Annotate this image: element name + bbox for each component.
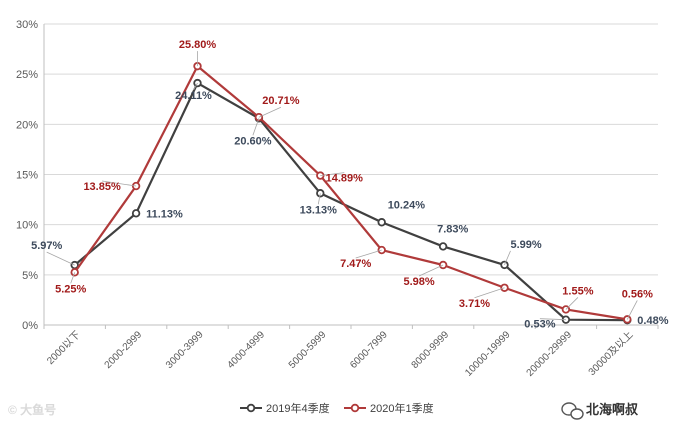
label-leader-line (565, 297, 579, 310)
legend-label: 2020年1季度 (370, 401, 434, 415)
data-label: 1.55% (562, 285, 593, 297)
x-tick-label: 20000-29999 (525, 329, 575, 379)
label-leader-line (102, 180, 137, 187)
data-labels: 5.97% 11.13% 24.11% 20.60% 13.13% 10.24% 7.83%… (31, 39, 669, 331)
x-axis: 2000以下 2000-2999 3000-3999 4000-4999 5000-59… (43, 325, 659, 379)
data-label: 24.11% (175, 90, 212, 102)
legend-marker (246, 403, 256, 413)
label-leader-line (193, 82, 198, 91)
label-leader-line (258, 106, 282, 118)
x-tick-label: 2000以下 (45, 329, 83, 367)
x-tick-label: 3000-3999 (164, 329, 206, 371)
label-leader-line (539, 318, 566, 321)
y-tick-label: 25% (16, 69, 38, 81)
data-label: 0.53% (524, 319, 555, 331)
data-point (438, 242, 448, 251)
data-label: 5.98% (403, 276, 434, 288)
x-tick-label: 6000-7999 (348, 329, 390, 371)
watermark-left-text: © 大鱼号 (8, 402, 56, 417)
data-label: 20.71% (262, 95, 300, 107)
watermark-right-text: 北海啊叔 (586, 402, 639, 417)
y-tick-label: 5% (22, 270, 38, 282)
y-tick-label: 10% (16, 220, 38, 232)
data-label: 11.13% (146, 208, 183, 220)
data-point (131, 209, 141, 218)
grid (44, 23, 658, 326)
data-point (193, 78, 202, 88)
x-tick-label: 10000-19999 (463, 329, 513, 379)
data-label: 0.56% (622, 288, 653, 300)
wechat-icon (561, 402, 584, 420)
label-leader-line (626, 300, 638, 320)
watermark-right: 北海啊叔 (561, 402, 639, 420)
label-leader-line (46, 251, 75, 266)
data-label: 10.24% (388, 199, 426, 211)
x-tick-label: 2000-2999 (103, 329, 145, 371)
data-label: 0.48% (637, 315, 668, 327)
data-label: 3.71% (459, 298, 490, 310)
x-tick-label: 30000及以上 (586, 329, 635, 378)
label-leader-line (320, 172, 345, 177)
y-tick-label: 0% (22, 320, 38, 332)
x-tick-label: 8000-9999 (410, 329, 452, 371)
data-label: 20.60% (234, 135, 272, 147)
label-leader-line (70, 272, 76, 284)
data-label: 7.47% (340, 258, 371, 270)
label-leader-line (317, 193, 321, 205)
data-point (377, 218, 386, 227)
data-label: 25.80% (179, 39, 217, 51)
y-tick-label: 30% (16, 19, 38, 31)
data-label: 13.85% (83, 181, 121, 193)
label-leader-line (504, 250, 511, 266)
data-label: 14.89% (326, 173, 364, 185)
y-axis: 0% 5% 10% 15% 20% 25% 30% (16, 19, 45, 332)
label-leader-line (418, 264, 444, 277)
label-leader-line (355, 249, 382, 259)
legend: 2019年4季度 2020年1季度 (240, 401, 434, 415)
data-label: 7.83% (437, 223, 468, 235)
series-line (73, 81, 628, 322)
legend-label: 2019年4季度 (266, 401, 330, 415)
data-label: 5.25% (55, 283, 86, 295)
series (70, 61, 632, 325)
legend-marker (350, 403, 360, 413)
label-leader-line (252, 118, 260, 136)
data-label: 13.13% (300, 204, 338, 216)
data-label: 5.99% (511, 239, 542, 251)
series-line (73, 65, 628, 321)
data-label: 5.97% (31, 240, 62, 252)
y-tick-label: 15% (16, 170, 38, 182)
watermark-left: © 大鱼号 (8, 402, 56, 417)
x-tick-label: 5000-5999 (287, 329, 329, 371)
data-point (438, 260, 448, 270)
y-tick-label: 20% (16, 119, 38, 131)
label-leader-line (474, 287, 505, 299)
x-tick-label: 4000-4999 (225, 329, 267, 371)
